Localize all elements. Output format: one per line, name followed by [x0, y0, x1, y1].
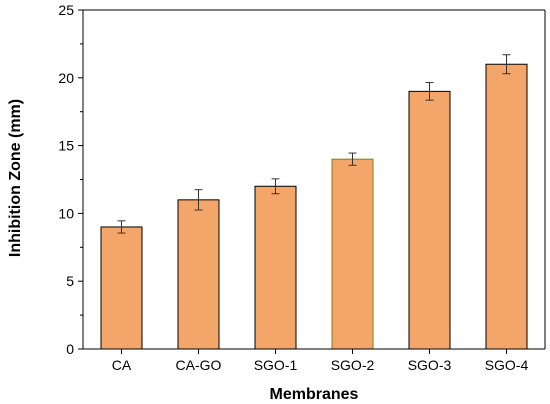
error-bar-sgo-2 [348, 152, 357, 166]
error-bars-group [117, 54, 511, 234]
error-bar-sgo-4 [502, 54, 511, 75]
bar-ca-go [177, 199, 220, 350]
y-tick-label-5: 5 [66, 273, 74, 289]
x-tick-label-sgo-4: SGO-4 [485, 357, 529, 373]
bars-group [100, 63, 528, 350]
x-tick-label-sgo-3: SGO-3 [408, 357, 452, 373]
bar-sgo-4 [485, 63, 528, 350]
error-bar-ca [117, 220, 126, 234]
x-tick-label-sgo-1: SGO-1 [254, 357, 298, 373]
y-tick-label-15: 15 [58, 138, 74, 154]
y-tick-label-10: 10 [58, 205, 74, 221]
bar-sgo-2 [331, 158, 374, 350]
bar-ca [100, 226, 143, 350]
x-tick-label-ca: CA [112, 357, 132, 373]
y-tick-label-0: 0 [66, 341, 74, 357]
x-tick-label-sgo-2: SGO-2 [331, 357, 375, 373]
error-bar-ca-go [194, 189, 203, 211]
bar-sgo-1 [254, 185, 297, 350]
bar-sgo-3 [408, 90, 451, 350]
error-bar-sgo-3 [425, 82, 434, 101]
axes-group: CA CA-GO SGO-1 SGO-2 SGO-3 SGO-4 0 5 10 15 20 25 [58, 2, 546, 373]
x-tick-label-ca-go: CA-GO [176, 357, 222, 373]
x-axis-title: Membranes [270, 386, 359, 403]
error-bar-sgo-1 [271, 178, 280, 195]
y-axis-title: Inhibition Zone (mm) [7, 99, 24, 257]
y-tick-label-20: 20 [58, 70, 74, 86]
y-tick-label-25: 25 [58, 2, 74, 18]
